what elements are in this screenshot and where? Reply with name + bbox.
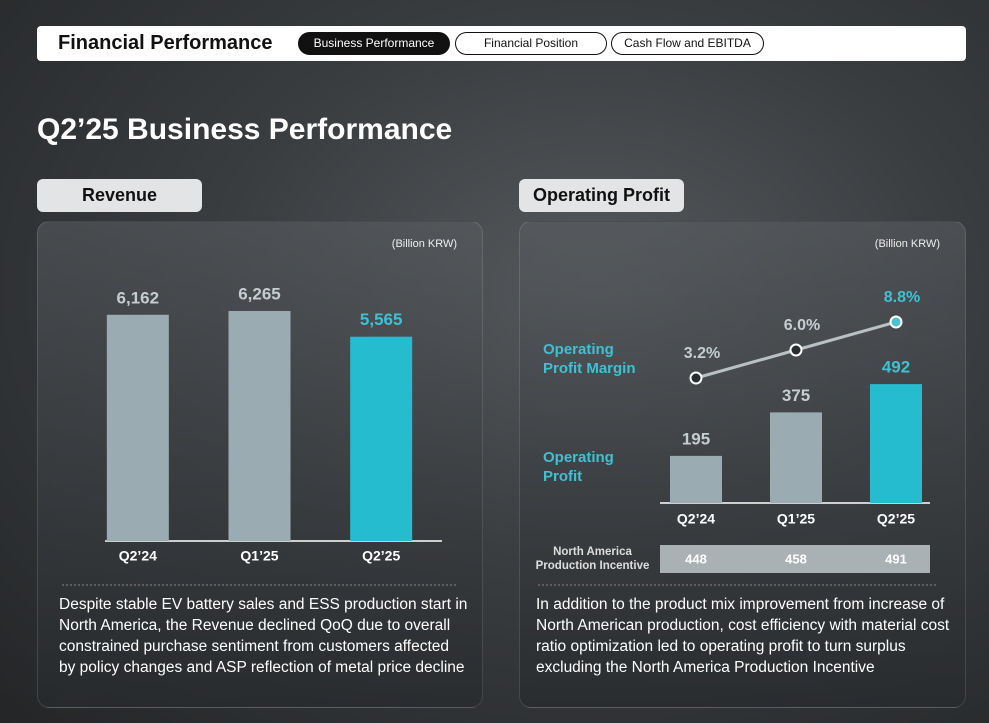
table-row — [660, 545, 930, 573]
chart-title: Revenue — [37, 179, 202, 212]
header-title: Financial Performance — [58, 32, 273, 54]
bar — [350, 336, 413, 541]
x-tick-label: Q1’25 — [777, 511, 815, 527]
x-tick-label: Q1’25 — [240, 548, 278, 564]
tab[interactable]: Business Performance — [298, 32, 450, 55]
tab[interactable]: Financial Position — [455, 32, 607, 55]
point — [689, 371, 703, 385]
bar — [228, 310, 291, 541]
unit-label: (Billion KRW) — [875, 238, 940, 250]
series-label: Operating Profit Margin — [543, 341, 636, 377]
note: In addition to the product mix improveme… — [536, 596, 950, 676]
note: Despite stable EV battery sales and ESS … — [59, 596, 468, 676]
unit-label: (Billion KRW) — [392, 238, 457, 250]
bar — [770, 412, 822, 503]
value-label: 492 — [882, 358, 910, 377]
point — [889, 315, 903, 329]
value-label: 375 — [782, 386, 810, 405]
x-tick-label: Q2’24 — [119, 548, 157, 564]
page-title: Q2’25 Business Performance — [37, 113, 453, 146]
series-label: Operating Profit — [543, 449, 614, 485]
bar — [106, 314, 169, 541]
value-label: 3.2% — [684, 345, 720, 362]
table-cell: 491 — [885, 551, 907, 566]
header-bar: Financial Performance Business Performan… — [37, 26, 966, 61]
table-cell: 458 — [785, 551, 807, 566]
chart-title: Operating Profit — [519, 179, 684, 212]
table-cell: 448 — [685, 551, 707, 566]
x-tick-label: Q2’25 — [362, 548, 400, 564]
x-tick-label: Q2’25 — [877, 511, 915, 527]
table-label: North America Production Incentive — [535, 546, 650, 572]
value-label: 5,565 — [360, 310, 403, 329]
value-label: 8.8% — [884, 289, 920, 306]
bar — [870, 384, 922, 503]
x-tick-label: Q2’24 — [677, 511, 715, 527]
value-label: 6.0% — [784, 317, 820, 334]
value-label: 6,162 — [117, 288, 160, 307]
bar — [670, 455, 722, 503]
tab[interactable]: Cash Flow and EBITDA — [611, 32, 764, 55]
point — [789, 343, 803, 357]
value-label: 195 — [682, 429, 710, 448]
value-label: 6,265 — [238, 284, 281, 303]
